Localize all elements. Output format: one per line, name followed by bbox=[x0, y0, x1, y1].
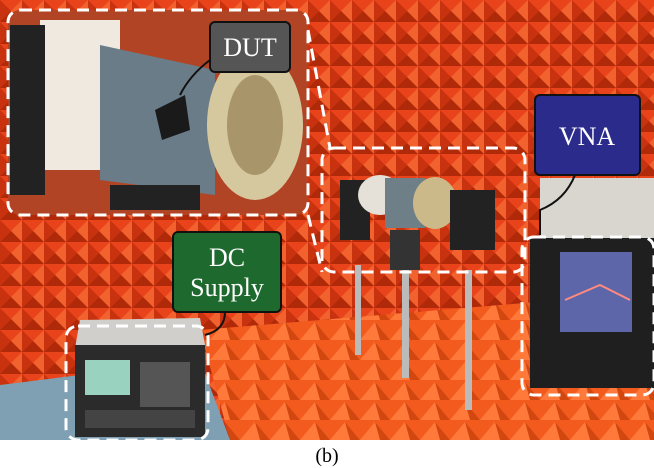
inset-connector bbox=[306, 29, 332, 273]
vna-outline bbox=[520, 235, 654, 397]
dc-label-line: Supply bbox=[190, 273, 264, 302]
vna-label: VNA bbox=[559, 122, 616, 151]
dc-supply-instrument bbox=[75, 318, 205, 437]
dut-label-box bbox=[209, 21, 291, 73]
vna-instrument bbox=[530, 178, 654, 388]
inset-outline bbox=[6, 8, 310, 217]
caption: (b) bbox=[315, 445, 338, 467]
measurement-setup bbox=[340, 175, 495, 410]
dut-label: DUT bbox=[223, 33, 277, 62]
dc-label-box bbox=[172, 231, 282, 313]
dc-outline bbox=[64, 324, 210, 442]
vna-label-box bbox=[534, 94, 641, 176]
dc-arrow bbox=[204, 311, 226, 336]
setup-outline bbox=[320, 146, 527, 274]
vna-arrow bbox=[539, 174, 576, 235]
dc-label-line: DC bbox=[209, 243, 245, 272]
dut-arrow bbox=[179, 59, 211, 96]
